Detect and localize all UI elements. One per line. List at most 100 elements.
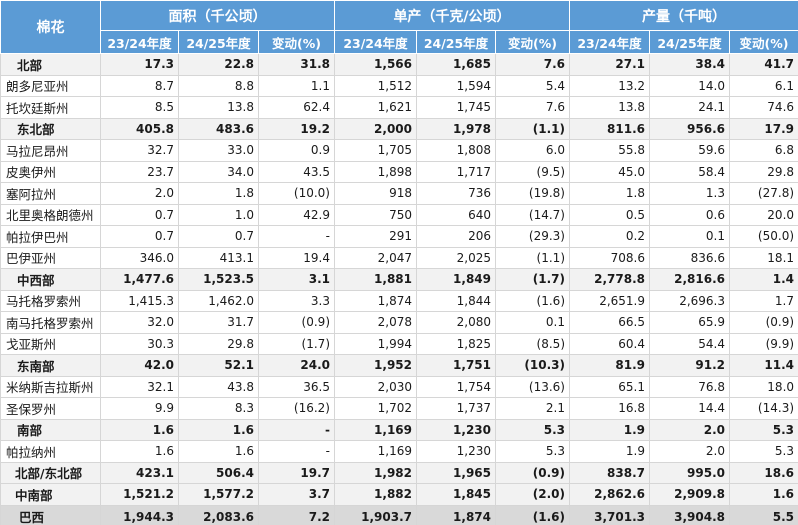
cell-production-2324: 45.0 — [569, 160, 650, 183]
cell-production-change: 18.6 — [728, 461, 798, 484]
cell-production-change: 5.3 — [728, 418, 798, 441]
cell-yield-2324: 2,030 — [334, 375, 417, 398]
cell-production-2425: 58.4 — [649, 160, 730, 183]
cell-area-2324: 32.1 — [100, 375, 179, 398]
cell-production-change: (0.9) — [728, 311, 798, 334]
cell-area-2324: 32.7 — [100, 139, 179, 162]
cell-area-change: 19.4 — [258, 246, 335, 269]
cell-region-name: 帕拉伊巴州 — [0, 225, 101, 248]
cell-area-2425: 483.6 — [178, 117, 259, 140]
subheader-area-2425: 24/25年度 — [178, 30, 259, 54]
cell-yield-change: (19.8) — [495, 182, 570, 205]
cell-production-2425: 2,696.3 — [649, 289, 730, 312]
cell-production-2324: 2,651.9 — [569, 289, 650, 312]
cell-region-name: 中西部 — [0, 268, 101, 291]
cell-yield-2425: 1,808 — [416, 139, 496, 162]
cell-production-2324: 81.9 — [569, 354, 650, 377]
cell-yield-2324: 1,882 — [334, 483, 417, 506]
cell-area-2324: 23.7 — [100, 160, 179, 183]
subheader-yield-change: 变动(%) — [495, 30, 570, 54]
cell-production-2324: 708.6 — [569, 246, 650, 269]
cell-yield-2324: 1,952 — [334, 354, 417, 377]
cell-yield-change: 5.4 — [495, 74, 570, 97]
cell-yield-2324: 1,702 — [334, 397, 417, 420]
cell-production-2324: 838.7 — [569, 461, 650, 484]
cell-region-name: 马托格罗索州 — [0, 289, 101, 312]
cell-area-change: (1.7) — [258, 332, 335, 355]
cell-area-2425: 13.8 — [178, 96, 259, 119]
cell-yield-2425: 1,745 — [416, 96, 496, 119]
cell-yield-2425: 1,717 — [416, 160, 496, 183]
cell-production-2425: 0.6 — [649, 203, 730, 226]
cell-yield-change: (9.5) — [495, 160, 570, 183]
table-row: 朗多尼亚州 8.7 8.8 1.1 1,512 1,594 5.4 13.2 14.0 6.1 — [0, 74, 798, 97]
cell-area-2425: 506.4 — [178, 461, 259, 484]
cell-area-change: 42.9 — [258, 203, 335, 226]
cell-production-change: 6.1 — [728, 74, 798, 97]
cell-yield-2324: 2,047 — [334, 246, 417, 269]
cell-production-change: 1.4 — [728, 268, 798, 291]
table-row: 巴伊亚州 346.0 413.1 19.4 2,047 2,025 (1.1) 708.6 83… — [0, 246, 798, 269]
cell-area-2425: 0.7 — [178, 225, 259, 248]
cell-production-2425: 2,909.8 — [649, 483, 730, 506]
summary-row: 北部/东北部 423.1 506.4 19.7 1,982 1,965 (0.9) 838.7… — [0, 461, 798, 484]
cell-region-name: 托坎廷斯州 — [0, 96, 101, 119]
cell-production-2324: 2,778.8 — [569, 268, 650, 291]
cell-area-2425: 31.7 — [178, 311, 259, 334]
cell-area-2324: 8.7 — [100, 74, 179, 97]
cell-yield-2425: 1,230 — [416, 418, 496, 441]
cell-production-2425: 0.1 — [649, 225, 730, 248]
table-row: 马托格罗索州 1,415.3 1,462.0 3.3 1,874 1,844 (1.6) 2,… — [0, 289, 798, 312]
cell-area-2425: 1,577.2 — [178, 483, 259, 506]
cell-region-name: 北部/东北部 — [0, 461, 101, 484]
cell-production-change: (14.3) — [728, 397, 798, 420]
cell-yield-2324: 1,898 — [334, 160, 417, 183]
cell-yield-change: 5.3 — [495, 440, 570, 463]
cell-yield-change: (29.3) — [495, 225, 570, 248]
table-row: 戈亚斯州 30.3 29.8 (1.7) 1,994 1,825 (8.5) 60.4 54.4… — [0, 332, 798, 355]
cell-area-2324: 346.0 — [100, 246, 179, 269]
cell-production-2425: 3,904.8 — [649, 504, 730, 525]
cell-region-name: 东南部 — [0, 354, 101, 377]
cell-yield-2425: 1,874 — [416, 504, 496, 525]
cell-area-change: - — [258, 440, 335, 463]
cell-area-2425: 22.8 — [178, 53, 259, 76]
cell-area-change: (10.0) — [258, 182, 335, 205]
region-row: 北部 17.3 22.8 31.8 1,566 1,685 7.6 27.1 38.4 41.7 — [0, 53, 798, 76]
cell-area-change: (16.2) — [258, 397, 335, 420]
cell-area-2324: 1,944.3 — [100, 504, 179, 525]
cell-production-change: 1.7 — [728, 289, 798, 312]
cell-area-change: 31.8 — [258, 53, 335, 76]
cell-area-change: 0.9 — [258, 139, 335, 162]
cell-production-2324: 13.8 — [569, 96, 650, 119]
cell-area-change: 19.2 — [258, 117, 335, 140]
cell-yield-change: 0.1 — [495, 311, 570, 334]
cell-region-name: 南部 — [0, 418, 101, 441]
cell-production-2425: 1.3 — [649, 182, 730, 205]
cell-area-2425: 1,523.5 — [178, 268, 259, 291]
table-row: 南马托格罗索州 32.0 31.7 (0.9) 2,078 2,080 0.1 66.5 65.… — [0, 311, 798, 334]
cell-yield-2425: 1,965 — [416, 461, 496, 484]
cell-yield-change: 5.3 — [495, 418, 570, 441]
cell-area-2425: 413.1 — [178, 246, 259, 269]
cell-area-2324: 9.9 — [100, 397, 179, 420]
cell-production-change: 41.7 — [728, 53, 798, 76]
cell-region-name: 皮奥伊州 — [0, 160, 101, 183]
cell-yield-change: (1.7) — [495, 268, 570, 291]
cell-yield-change: (1.1) — [495, 246, 570, 269]
cell-production-2324: 811.6 — [569, 117, 650, 140]
cell-yield-change: (14.7) — [495, 203, 570, 226]
cell-area-change: 19.7 — [258, 461, 335, 484]
cell-area-2324: 32.0 — [100, 311, 179, 334]
cell-production-2324: 0.5 — [569, 203, 650, 226]
cell-yield-2425: 1,844 — [416, 289, 496, 312]
cell-yield-change: (0.9) — [495, 461, 570, 484]
cell-region-name: 塞阿拉州 — [0, 182, 101, 205]
area-group-header: 面积（千公顷） — [100, 0, 335, 31]
total-row: 巴西 1,944.3 2,083.6 7.2 1,903.7 1,874 (1.6) 3,70… — [0, 504, 798, 525]
cell-area-2324: 1,521.2 — [100, 483, 179, 506]
cell-yield-2425: 1,754 — [416, 375, 496, 398]
cell-yield-2324: 291 — [334, 225, 417, 248]
table-row: 皮奥伊州 23.7 34.0 43.5 1,898 1,717 (9.5) 45.0 58.4 2… — [0, 160, 798, 183]
cell-production-2324: 13.2 — [569, 74, 650, 97]
